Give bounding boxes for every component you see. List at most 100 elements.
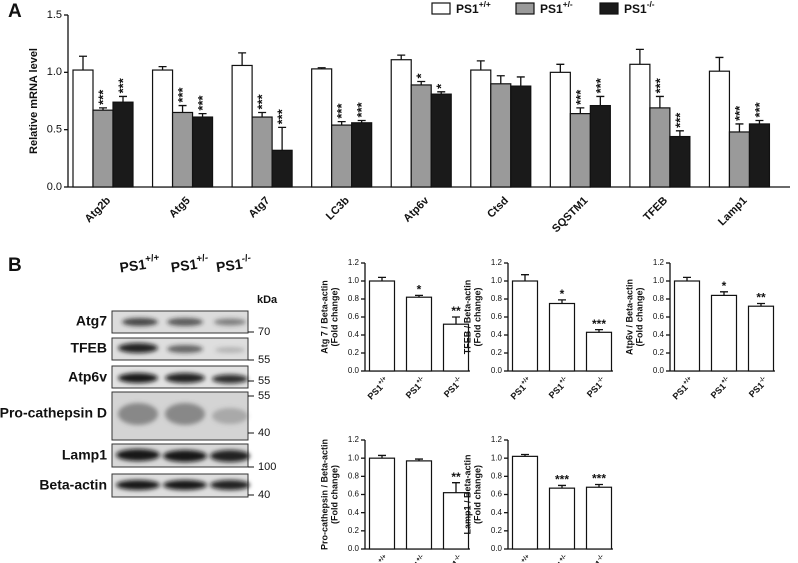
significance: *	[722, 279, 727, 293]
bar	[368, 280, 396, 372]
y-tick-label: 0.8	[348, 294, 360, 303]
error-bar	[397, 54, 406, 60]
bar	[251, 116, 273, 188]
significance: **	[451, 470, 461, 484]
legend-label: PS1-/-	[624, 0, 655, 16]
error-bar	[655, 95, 664, 108]
bar	[405, 296, 433, 372]
error-bar	[119, 95, 127, 103]
y-axis-label: (Fold change)	[472, 288, 482, 347]
error-bar	[675, 130, 684, 137]
significance: **	[756, 291, 766, 305]
x-tick-label: SQSTM1	[550, 195, 590, 235]
y-tick-label: 1.2	[491, 435, 503, 444]
x-tick-label: Ctsd	[485, 195, 511, 221]
significance: ***	[275, 108, 290, 124]
y-axis-label: Pro-cathepsin / Beta-actin	[319, 439, 329, 550]
error-bar	[278, 126, 287, 151]
legend-swatch	[599, 2, 619, 15]
bar	[511, 455, 539, 550]
y-tick-label: 0.8	[491, 294, 503, 303]
y-axis-label: (Fold change)	[472, 465, 482, 524]
marker-label: 40	[258, 427, 270, 439]
bar	[549, 71, 571, 188]
error-bar	[556, 63, 565, 73]
x-tick-label: PS1+/-	[403, 553, 428, 563]
significance: *	[434, 83, 449, 89]
marker-label: 55	[258, 390, 270, 402]
legend-label: PS1+/-	[540, 0, 573, 16]
bar	[311, 68, 333, 188]
y-tick-label: 0.8	[491, 471, 503, 480]
y-tick-label: 1.5	[47, 9, 62, 21]
panel-label: B	[8, 255, 22, 276]
unit-label: kDa	[257, 294, 278, 306]
significance: ***	[255, 93, 270, 109]
error-bar	[496, 75, 505, 84]
y-tick-label: 1.0	[47, 66, 62, 78]
bar	[669, 135, 691, 188]
legend-swatch	[431, 2, 451, 15]
significance: *	[414, 73, 429, 79]
significance: ***	[195, 94, 210, 110]
marker-label: 100	[258, 461, 276, 473]
error-bar	[596, 95, 605, 106]
significance: ***	[752, 101, 767, 117]
x-tick-label: Atp6v	[401, 194, 432, 225]
bar	[710, 294, 738, 372]
y-tick-label: 0.2	[653, 348, 665, 357]
x-tick-label: PS1-/-	[441, 553, 465, 563]
x-tick-label: Lamp1	[716, 195, 750, 229]
y-tick-label: 0.0	[491, 366, 503, 375]
y-tick-label: 0.0	[348, 544, 360, 553]
bar	[629, 63, 651, 188]
x-tick-label: PS1-/-	[441, 375, 465, 399]
bar	[470, 69, 492, 188]
significance: *	[417, 283, 422, 297]
significance: ***	[555, 473, 569, 487]
row-label: Atp6v	[68, 369, 107, 385]
bar	[351, 122, 373, 188]
y-tick-label: 1.0	[348, 276, 360, 285]
y-tick-label: 1.2	[348, 258, 360, 267]
x-tick-label: PS1-/-	[584, 553, 608, 563]
bar	[331, 124, 353, 188]
x-tick-label: PS1+/-	[546, 375, 571, 400]
error-bar	[452, 482, 460, 493]
y-tick-label: 0.6	[491, 490, 503, 499]
y-tick-label: 0.4	[348, 508, 360, 517]
x-tick-label: PS1-/-	[746, 375, 770, 399]
x-tick-label: PS1+/+	[508, 375, 535, 402]
row-label: Atg7	[76, 313, 107, 329]
bar	[708, 70, 731, 188]
lane-label: PS1+/+	[118, 252, 161, 275]
y-tick-label: 1.2	[348, 435, 360, 444]
y-tick-label: 0.0	[348, 366, 360, 375]
bar	[368, 457, 396, 550]
x-tick-label: Atg2b	[83, 194, 114, 225]
y-tick-label: 1.0	[653, 276, 665, 285]
error-bar	[178, 104, 187, 113]
bar	[569, 113, 591, 188]
bar	[673, 280, 701, 372]
y-axis-label: (Fold change)	[634, 288, 644, 347]
x-tick-label: PS1+/-	[546, 553, 571, 563]
y-tick-label: 0.4	[348, 330, 360, 339]
y-tick-label: 0.2	[491, 348, 503, 357]
error-bar	[683, 276, 691, 281]
bar	[589, 104, 611, 188]
x-tick-label: Atg7	[247, 195, 273, 221]
bar	[72, 69, 94, 188]
bar	[390, 59, 412, 188]
bar	[171, 111, 194, 188]
y-tick-label: 0.0	[491, 544, 503, 553]
y-tick-label: 0.6	[491, 312, 503, 321]
bar	[112, 101, 134, 188]
bar	[548, 302, 576, 372]
blot: PS1+/+ PS1+/- PS1-/- kDa	[0, 252, 278, 501]
marker-label: 40	[258, 489, 270, 501]
x-tick-label: PS1+/-	[708, 375, 733, 400]
y-axis-label: (Fold change)	[329, 465, 339, 524]
